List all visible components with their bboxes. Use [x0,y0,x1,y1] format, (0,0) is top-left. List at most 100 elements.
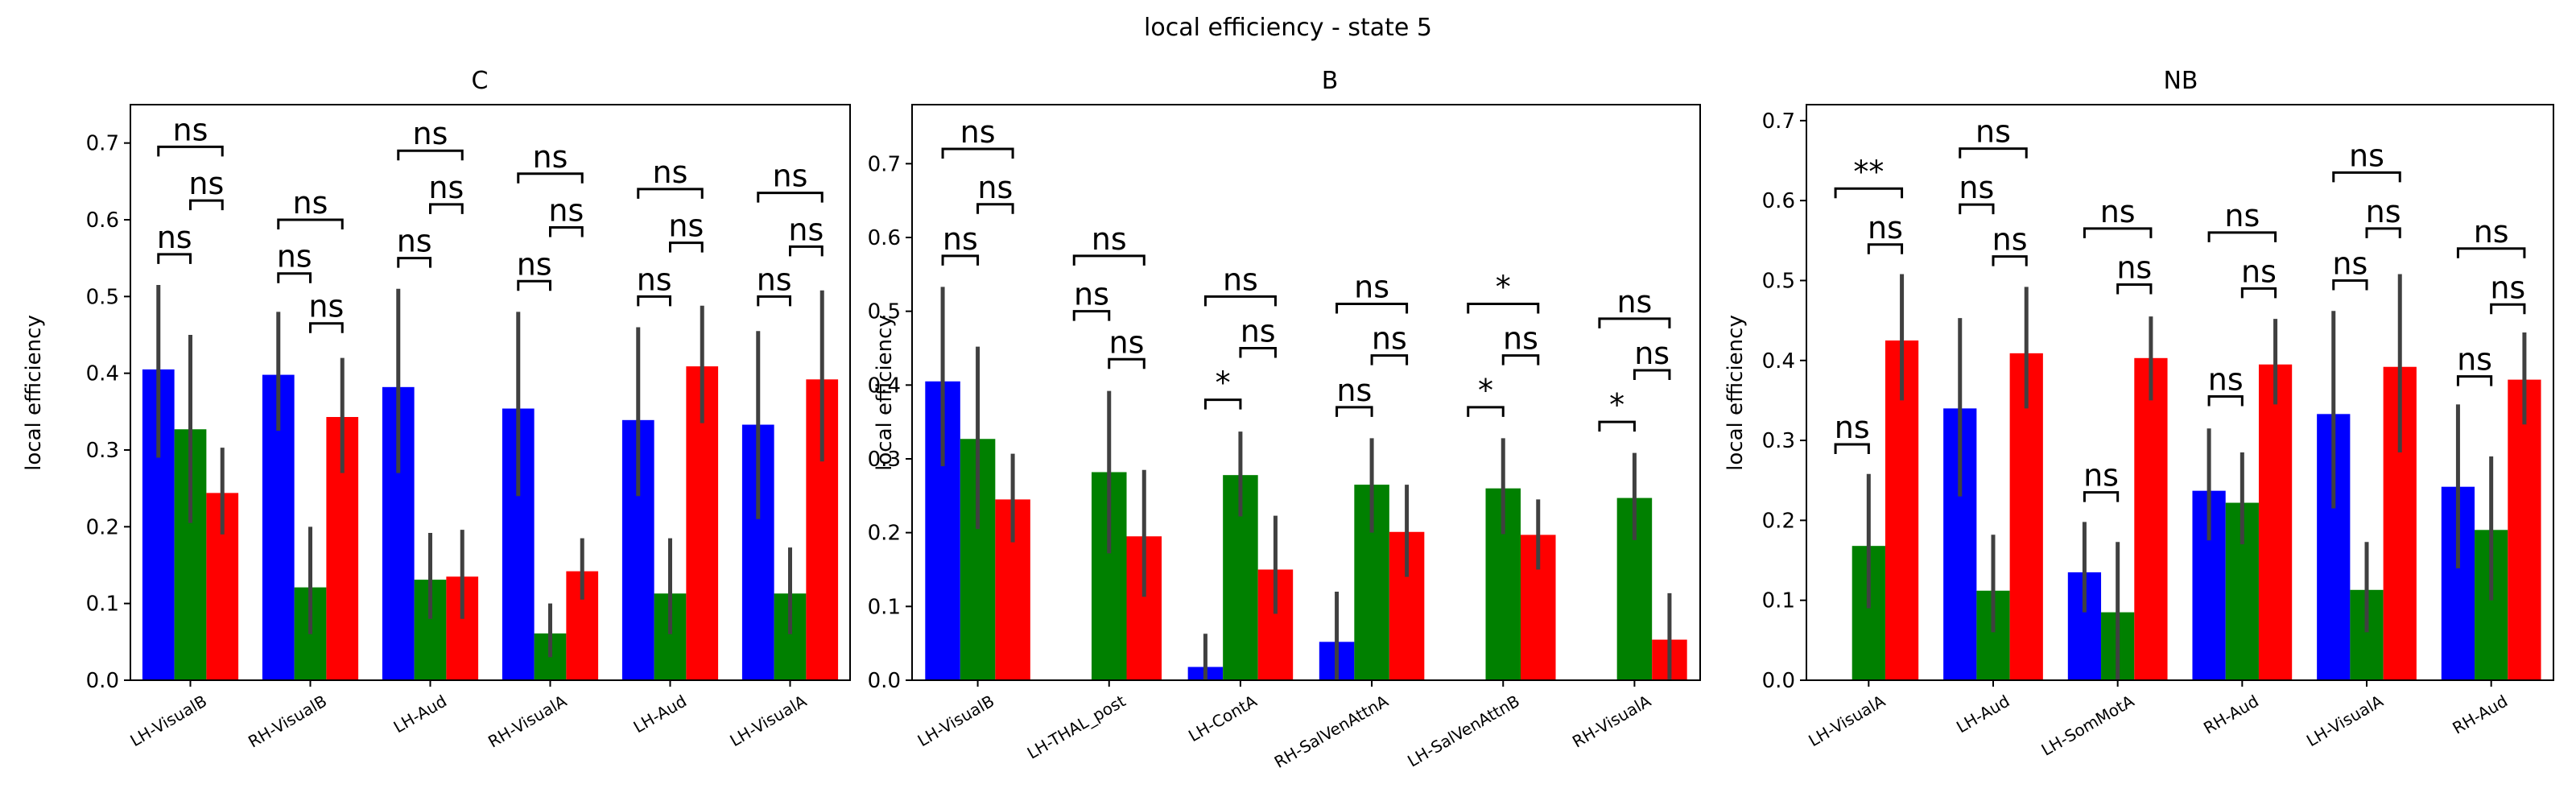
significance-label: ns [1503,321,1538,357]
significance-bracket [1992,255,2028,266]
significance-label: ns [668,208,704,244]
bar-red [2508,379,2541,680]
panel-title: B [1322,67,1339,95]
x-tick-label: LH-VisualB [126,691,210,751]
y-tick-label: 0.6 [86,208,119,233]
significance-bracket [189,199,224,211]
significance-label: ns [2490,270,2525,305]
x-tick-label: RH-SalVenAttnA [1271,691,1392,772]
chart-panel-NB: NB local efficiency ns ns ** ns ns ns ns ns ns ns… [1724,67,2554,760]
significance-label: * [1478,373,1493,408]
significance-bracket [1203,398,1242,410]
significance-bracket [1598,317,1671,328]
significance-bracket [397,149,464,161]
axes-frame [130,104,851,681]
significance-bracket [1370,354,1409,365]
significance-bracket [2456,247,2526,258]
significance-label: ns [308,289,344,324]
significance-bracket [2207,394,2244,407]
significance-bracket [1239,347,1277,358]
significance-label: ns [2366,194,2401,229]
significance-bracket [2490,303,2526,315]
y-tick-label: 0.7 [86,132,119,156]
x-tick-label: LH-VisualA [727,691,811,750]
y-tick-label: 0.6 [868,226,901,250]
x-tick-label: RH-VisualA [485,691,570,751]
significance-bracket [757,192,824,203]
significance-bracket [789,245,824,257]
significance-label: ns [2208,361,2244,397]
significance-bracket [2240,287,2277,299]
significance-bracket [2332,279,2368,291]
bar-red [2134,357,2168,680]
significance-label: ns [977,170,1013,205]
significance-label: ns [293,185,328,221]
significance-label: ns [2349,138,2384,173]
significance-label: ns [397,224,432,259]
significance-bracket [2083,227,2153,238]
y-tick-label: 0.7 [1762,109,1795,134]
significance-label: ns [1616,284,1652,320]
significance-bracket [1335,303,1409,314]
significance-label: ns [1634,336,1670,371]
significance-label: ns [2474,214,2509,250]
significance-label: ns [1354,270,1389,305]
significance-label: ns [788,212,824,247]
significance-label: ns [277,239,312,275]
significance-bracket [2332,171,2401,183]
significance-bracket [1867,243,1904,254]
significance-label: ns [653,155,688,190]
y-tick-label: 0.3 [1762,429,1795,453]
y-tick-label: 0.0 [1762,669,1795,693]
significance-bracket [157,253,192,264]
significance-bracket [941,147,1014,159]
significance-bracket [1335,406,1373,417]
significance-label: ns [1835,410,1870,445]
x-tick-label: LH-SalVenAttnB [1404,691,1522,771]
significance-bracket [429,203,464,214]
x-tick-label: LH-Aud [1953,691,2013,737]
significance-label: ns [1223,262,1258,297]
y-tick-label: 0.6 [1762,189,1795,213]
x-tick-label: LH-VisualA [2303,691,2387,750]
significance-bracket [1834,443,1870,455]
significance-bracket [277,272,312,283]
significance-bracket [757,295,791,307]
significance-bracket [1072,310,1111,321]
significance-bracket [637,188,704,199]
y-tick-label: 0.2 [86,515,119,539]
significance-label: ns [1092,221,1127,257]
significance-label: ns [1372,321,1407,357]
chart-panel-B: B local efficiency nsnsnsnsnsns*nsnsnsns… [868,67,1701,772]
axes-frame [911,104,1701,681]
significance-bracket [1633,369,1671,380]
significance-label: ns [757,262,792,297]
significance-bracket [1467,303,1540,314]
significance-bracket [2456,375,2493,386]
x-tick-label: LH-VisualB [914,691,998,751]
significance-bracket [2116,283,2153,295]
significance-label: ns [2083,458,2119,493]
x-tick-label: LH-SomMotA [2038,691,2138,759]
significance-label: ns [188,166,224,201]
significance-bracket [2083,491,2120,502]
y-tick-label: 0.2 [868,522,901,546]
axes-frame [1806,104,2554,681]
significance-label: ** [1853,154,1884,189]
y-tick-label: 0.1 [86,592,119,617]
x-tick-label: LH-ContA [1185,691,1261,745]
significance-bracket [1959,203,1995,215]
significance-bracket [517,172,584,184]
significance-bracket [2207,231,2277,242]
significance-label: ns [1959,170,1994,205]
y-tick-label: 0.3 [86,439,119,463]
significance-label: * [1609,387,1624,423]
significance-bracket [1834,187,1904,199]
y-tick-label: 0.7 [868,152,901,176]
significance-bracket [976,203,1014,214]
significance-label: ns [960,114,996,150]
significance-bracket [1501,354,1540,365]
x-tick-label: LH-THAL_post [1024,691,1129,762]
significance-bracket [1203,295,1277,307]
significance-bracket [941,254,980,266]
